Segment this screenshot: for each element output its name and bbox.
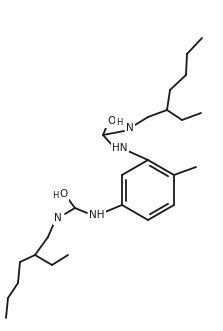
Text: N: N [126,123,134,133]
Text: H: H [116,118,122,126]
Text: O: O [59,189,67,199]
Text: N: N [54,213,62,223]
Text: H: H [52,192,58,201]
Text: NH: NH [89,210,105,220]
Text: O: O [107,116,115,126]
Text: HN: HN [112,143,128,153]
